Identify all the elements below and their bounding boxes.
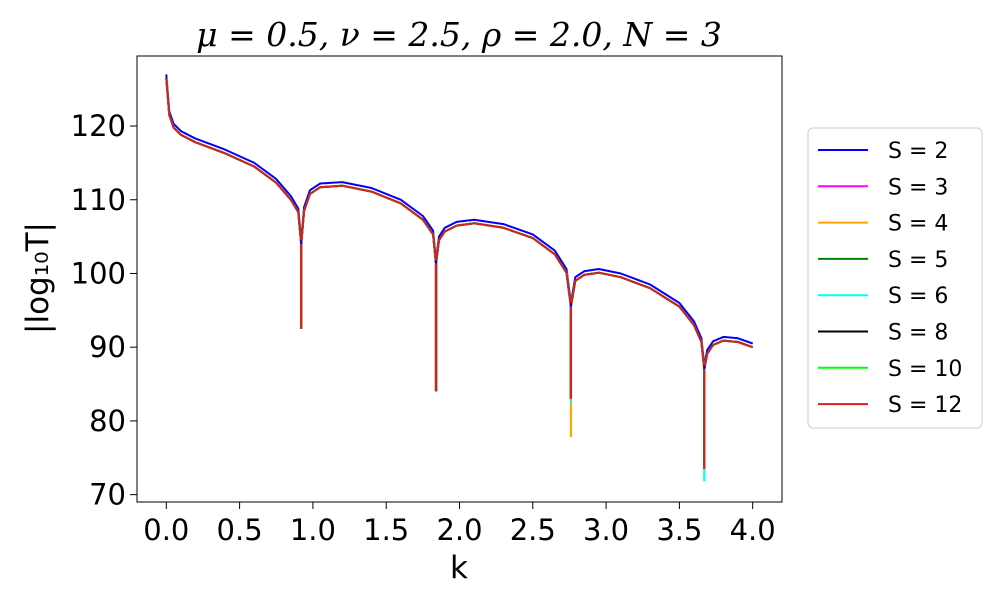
x-tick-label: 1.0 [290, 513, 336, 547]
series-line-S10 [165, 78, 754, 371]
legend-entry-label: S = 5 [888, 248, 948, 273]
legend-entry-label: S = 6 [888, 284, 948, 309]
legend-entry-label: S = 12 [888, 393, 962, 418]
x-tick-label: 2.5 [510, 513, 556, 547]
y-tick-label: 110 [71, 183, 126, 217]
plot-area-frame [136, 55, 783, 503]
x-tick-label: 3.5 [656, 513, 702, 547]
chart-title: μ = 0.5, ν = 2.5, ρ = 2.0, N = 3 [196, 15, 722, 54]
x-tick-label: 0.0 [143, 513, 189, 547]
series-line-S12 [165, 78, 754, 371]
x-tick-label: 0.5 [217, 513, 263, 547]
legend: S = 2 S = 3 S = 4 S = 5 S = 6 S = 8 S = 10 S = … [807, 127, 983, 429]
series-line-S3 [165, 78, 754, 371]
x-axis-title: k [450, 550, 468, 586]
y-tick-label: 80 [89, 404, 126, 438]
legend-entry-label: S = 10 [888, 357, 962, 382]
legend-entry-label: S = 3 [888, 175, 948, 200]
y-axis-title: |log₁₀T| [20, 222, 56, 334]
x-tick-label: 1.5 [363, 513, 409, 547]
series-line-S6 [165, 78, 754, 371]
series-layer [165, 74, 754, 482]
y-tick-label: 100 [71, 256, 126, 290]
y-tick-label: 90 [89, 330, 126, 364]
series-line-S8 [165, 78, 754, 371]
legend-entry-label: S = 4 [888, 212, 948, 237]
legend-entry-label: S = 2 [888, 139, 948, 164]
x-axis-ticks: 0.0 0.5 1.0 1.5 2.0 2.5 3.0 3.5 4.0 [143, 502, 776, 547]
x-tick-label: 3.0 [583, 513, 629, 547]
x-tick-label: 2.0 [436, 513, 482, 547]
series-line-S2 [165, 74, 754, 367]
x-tick-label: 4.0 [730, 513, 776, 547]
y-axis-ticks: 70 80 90 100 110 120 [71, 109, 137, 512]
legend-frame [807, 127, 983, 429]
y-tick-label: 70 [89, 478, 126, 512]
legend-entry-label: S = 8 [888, 321, 948, 346]
series-line-S4 [165, 78, 754, 371]
series-line-S5 [165, 78, 754, 371]
y-tick-label: 120 [71, 109, 126, 143]
